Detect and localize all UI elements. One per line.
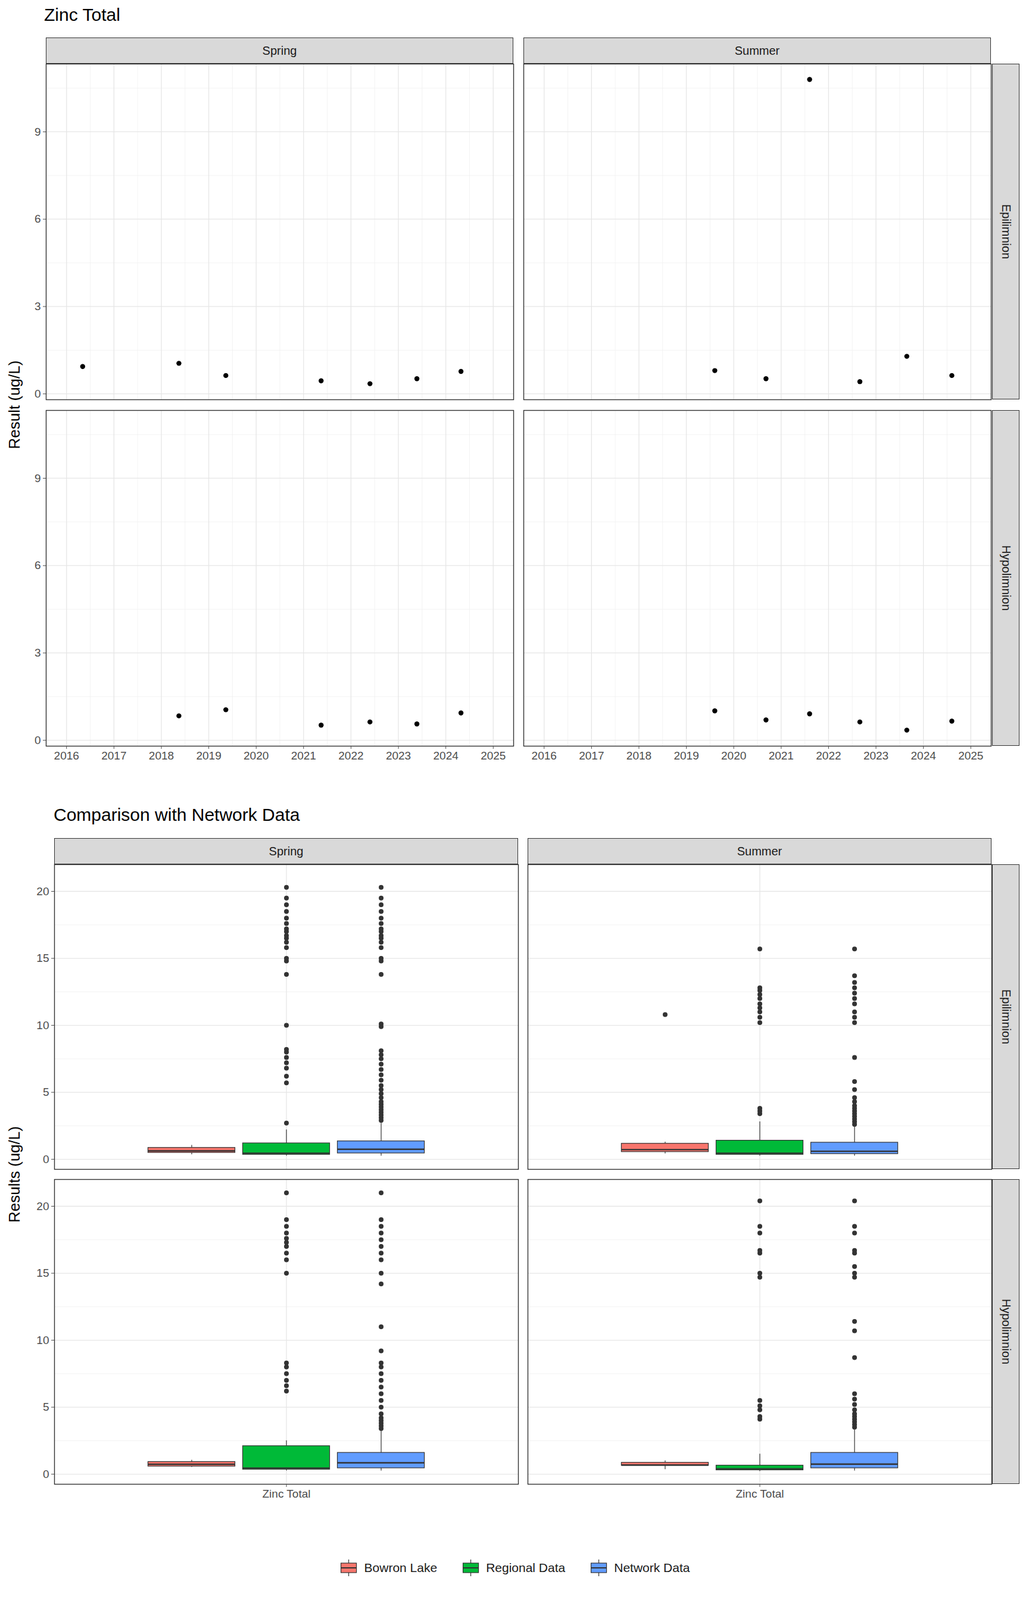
svg-text:0: 0 (42, 1468, 50, 1481)
svg-text:Zinc Total: Zinc Total (262, 1488, 311, 1501)
svg-text:2022: 2022 (815, 749, 841, 763)
svg-text:Zinc Total: Zinc Total (736, 1488, 785, 1501)
svg-text:2023: 2023 (385, 749, 411, 763)
html-text:Zinc Total: Zinc Total (44, 4, 121, 25)
svg-text:2024: 2024 (911, 749, 937, 763)
svg-text:2017: 2017 (578, 749, 604, 763)
svg-text:2025: 2025 (480, 749, 506, 763)
svg-text:5: 5 (42, 1401, 50, 1414)
svg-text:2020: 2020 (243, 749, 269, 763)
html-text:Hypolimnion: Hypolimnion (999, 1299, 1013, 1365)
svg-text:2018: 2018 (148, 749, 174, 763)
svg-text:2023: 2023 (863, 749, 889, 763)
html-text:Summer: Summer (734, 43, 780, 57)
svg-text:2017: 2017 (101, 749, 127, 763)
svg-text:2019: 2019 (673, 749, 699, 763)
svg-text:2018: 2018 (626, 749, 652, 763)
svg-text:2016: 2016 (531, 749, 557, 763)
svg-text:5: 5 (42, 1086, 50, 1099)
svg-text:9: 9 (34, 472, 42, 485)
svg-text:6: 6 (34, 212, 42, 226)
svg-text:10: 10 (36, 1334, 49, 1347)
svg-text:3: 3 (34, 300, 42, 313)
html-text:Results (ug/L): Results (ug/L) (5, 1126, 23, 1223)
svg-text:2016: 2016 (54, 749, 80, 763)
svg-text:6: 6 (34, 559, 42, 572)
html-text:Spring: Spring (262, 43, 297, 57)
html-text:Regional Data: Regional Data (485, 1561, 566, 1576)
html-text:Comparison with Network Data: Comparison with Network Data (53, 805, 300, 825)
svg-text:2025: 2025 (958, 749, 984, 763)
svg-text:2024: 2024 (433, 749, 460, 763)
html-text:Epilimnion: Epilimnion (999, 989, 1013, 1045)
svg-text:2019: 2019 (195, 749, 221, 763)
svg-text:2021: 2021 (291, 749, 317, 763)
svg-text:2022: 2022 (338, 749, 364, 763)
html-text:Network Data: Network Data (614, 1561, 690, 1576)
svg-text:20: 20 (36, 885, 49, 898)
svg-text:10: 10 (36, 1019, 49, 1032)
svg-text:2021: 2021 (768, 749, 794, 763)
html-text:Spring: Spring (268, 844, 304, 858)
svg-text:3: 3 (34, 646, 42, 660)
svg-text:9: 9 (34, 125, 42, 139)
html-text:Epilimnion: Epilimnion (999, 204, 1013, 260)
svg-text:2020: 2020 (721, 749, 747, 763)
svg-text:0: 0 (34, 734, 42, 747)
svg-text:0: 0 (34, 387, 42, 401)
svg-text:0: 0 (42, 1153, 50, 1166)
html-text:Result (ug/L): Result (ug/L) (5, 360, 23, 450)
html-text:Hypolimnion: Hypolimnion (999, 545, 1013, 611)
svg-text:15: 15 (36, 952, 49, 965)
html-text:Summer: Summer (737, 844, 783, 858)
html-text:Bowron Lake: Bowron Lake (364, 1561, 438, 1576)
svg-text:20: 20 (36, 1200, 49, 1214)
svg-text:15: 15 (36, 1267, 49, 1280)
